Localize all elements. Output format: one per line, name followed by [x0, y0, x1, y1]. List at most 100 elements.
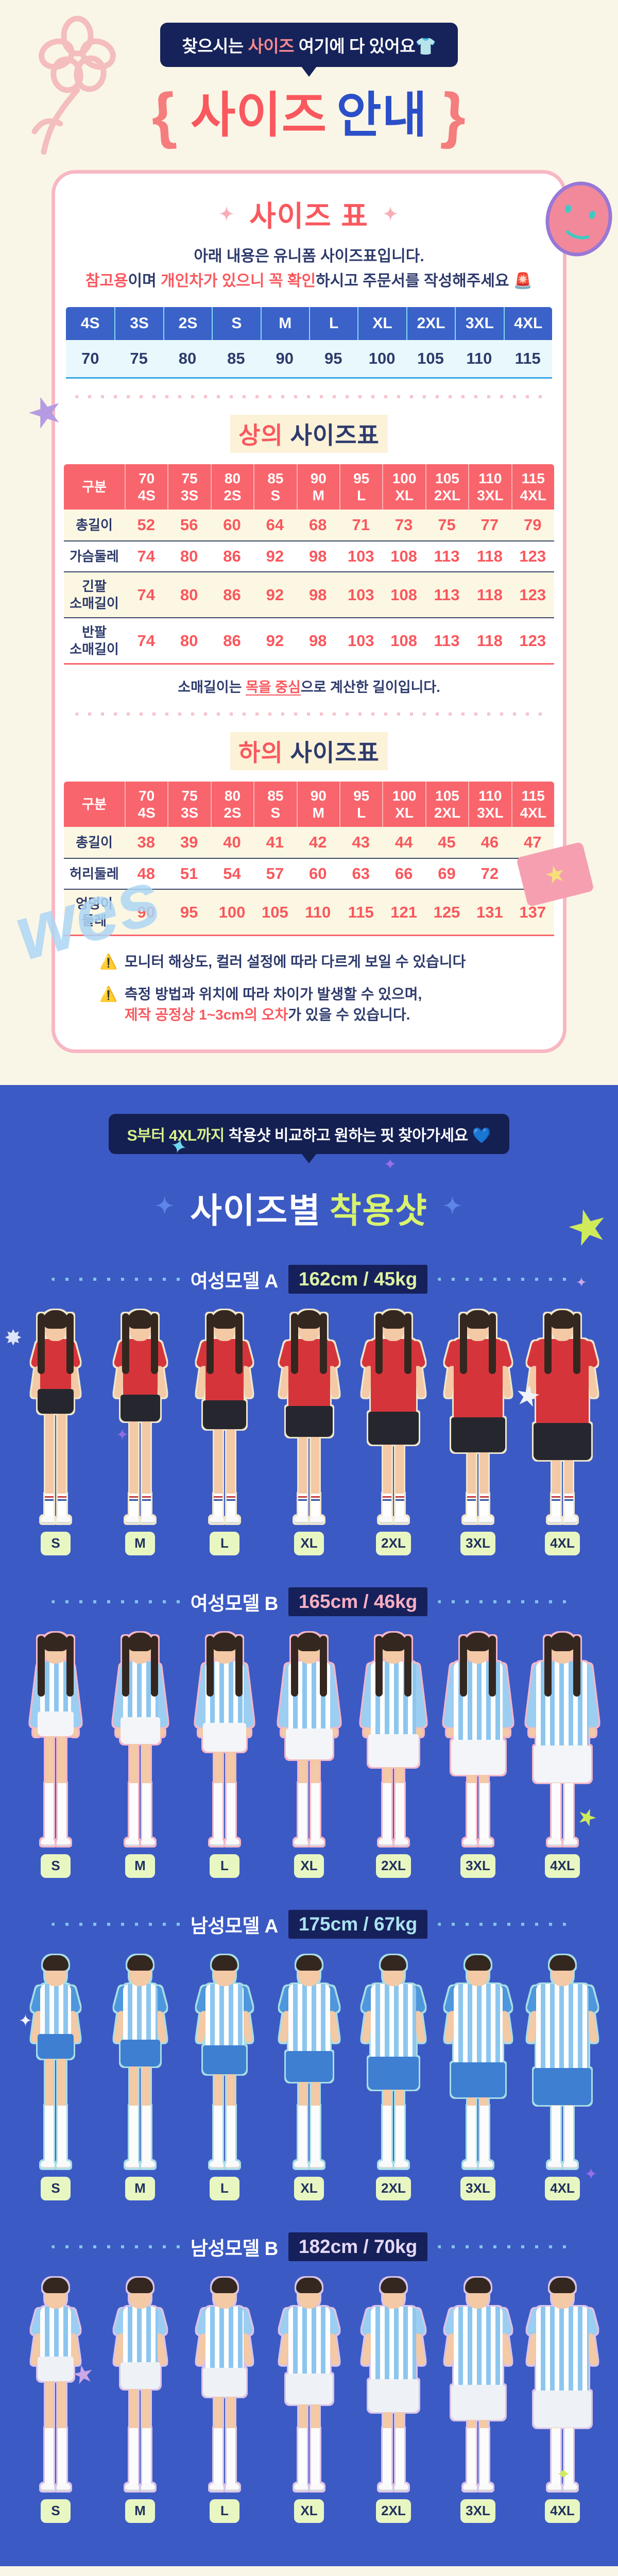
shoe-shape [57, 2160, 71, 2168]
fitting-shots-section: S부터 4XL까지 착용샷 비교하고 원하는 핏 찾아가세요 💙 ✦ 사이즈별착… [0, 1084, 618, 2566]
sock-shape [58, 2428, 66, 2485]
measurement-value: 41 [266, 833, 284, 852]
model-name: 여성모델 B [190, 1592, 279, 1614]
hair-shape [43, 1632, 68, 1651]
measurement-value: 113 [434, 547, 460, 566]
size-column-header: 70 4S [125, 464, 167, 510]
shoe-shape [226, 1838, 239, 1846]
warnings-block: ⚠️ 모니터 해상도, 컬러 설정에 따라 다르게 보일 수 있습니다 ⚠️ 측정 방… [99, 952, 563, 1026]
row-label: 총길이 [76, 834, 113, 850]
shorts-shape [368, 2056, 419, 2090]
size-column-header: 75 3S [167, 782, 210, 827]
chip-slot: M [101, 2176, 179, 2200]
header-size-number: 110 [478, 788, 502, 804]
measurement-value: 90 [137, 903, 155, 921]
model-person [17, 1630, 94, 1846]
measurement-value: 137 [519, 903, 546, 921]
model-photo [101, 2275, 179, 2491]
model-photo [270, 2275, 348, 2491]
sock-shape [396, 1783, 404, 1840]
sock-shape [45, 2428, 54, 2485]
sock-shape [58, 1783, 66, 1840]
measurement-value: 123 [519, 631, 546, 650]
chip-slot: M [101, 1854, 179, 1878]
warning-line: 측정 방법과 위치에 따라 차이가 발생할 수 있으며, [125, 984, 422, 1005]
sparkle-icon: ✦ [219, 205, 235, 225]
sock-shape [467, 2105, 476, 2162]
size-table-header-row: 구분 70 4S 75 3S 80 2S 85 S 90 M 95 L 100 XL 105 2XL 110 3XL… [64, 464, 554, 510]
header-size-label: S [270, 805, 281, 821]
model-photo [101, 1307, 179, 1523]
size-chip-4xl: 4XL [545, 2176, 580, 2200]
sock-shape [142, 1493, 151, 1517]
hair-shape [460, 1635, 467, 1697]
size-column-header: 110 3XL [468, 782, 511, 827]
dotted-line [438, 1922, 567, 1926]
jersey-shape [40, 1338, 71, 1392]
header-size-label: 2XL [434, 487, 461, 504]
measurement-row: 반팔 소매길이 74 80 86 92 98 103 108 113 118 123 [64, 617, 554, 664]
measurement-value: 131 [476, 903, 503, 921]
hair-shape [465, 1955, 491, 1971]
model-person [524, 1630, 601, 1846]
hair-shape [122, 1635, 129, 1697]
header-size-number: 105 [435, 470, 459, 486]
jersey-shape [536, 1984, 589, 2071]
chip-slot: 2XL [355, 2499, 432, 2523]
diamond-icon: ✦ [156, 1193, 175, 1218]
model-photo [270, 1307, 348, 1523]
header-size-label: L [357, 805, 366, 821]
sock-shape [214, 2428, 222, 2485]
size-chip-xl: XL [294, 1854, 324, 1878]
hair-shape [212, 2277, 237, 2293]
shoe-shape [479, 2160, 493, 2168]
chip-slot: S [17, 1854, 94, 1878]
fitting-shots-banner-text: S부터 4XL까지 착용샷 비교하고 원하는 핏 찾아가세요 💙 [127, 1127, 491, 1144]
shoe-shape [210, 2483, 224, 2491]
shorts-shape [534, 2067, 591, 2105]
table-corner-cell: 구분 [82, 479, 107, 495]
model-photo [101, 1952, 179, 2168]
warning-text: 모니터 해상도, 컬러 설정에 따라 다르게 보일 수 있습니다 [125, 952, 466, 973]
size-chip-2xl: 2XL [376, 1531, 411, 1555]
shoe-shape [379, 1515, 392, 1523]
model-person [101, 2275, 179, 2491]
text-segment: 여기에 다 있어요 [294, 37, 416, 56]
shoe-shape [463, 2483, 477, 2491]
jersey-shape [205, 1984, 244, 2048]
size-column-header: 3XL [455, 307, 503, 340]
measurement-value: 66 [394, 865, 413, 883]
measurement-value: 43 [352, 833, 370, 852]
leg-shape [142, 1417, 150, 1516]
hair-shape [66, 1313, 74, 1374]
chip-slot: S [17, 1531, 94, 1555]
measurement-value: 98 [309, 585, 327, 604]
model-photo [439, 2275, 517, 2491]
shoe-shape [463, 1838, 477, 1846]
measurement-value: 47 [524, 833, 542, 852]
shoe-shape [310, 1838, 324, 1846]
size-column-header: 100 XL [382, 782, 425, 827]
model-photos [0, 1307, 618, 1523]
fit-title-lime: 착용샷 [329, 1191, 428, 1230]
measurement-value: 42 [309, 833, 327, 852]
hair-shape [127, 1310, 153, 1329]
chip-slot: 2XL [355, 1854, 432, 1878]
header-size-number: 105 [435, 788, 459, 804]
measurement-value: 71 [352, 516, 370, 534]
measurement-row: 허리둘레48515457606366697275 [64, 858, 554, 889]
model-name: 남성모델 B [190, 2238, 279, 2259]
hair-shape [43, 1955, 68, 1971]
size-column-header: 75 3S [167, 464, 210, 510]
sparkle-icon: ✦ [383, 205, 399, 225]
shorts-shape [534, 1745, 591, 1783]
sock-shape [129, 2105, 138, 2162]
size-column-header: 90 M [296, 782, 339, 827]
model-person [524, 1307, 601, 1523]
shorts-shape [38, 1711, 74, 1736]
model-group: 남성모델 B 182cm / 70kg S M L XL 2XL 3XL 4XL [0, 2232, 618, 2523]
shorts-shape [285, 1728, 333, 1759]
arm-shape [587, 1726, 597, 1737]
text-segment: 사이즈 [248, 37, 295, 56]
size-column-header: 4XL [503, 307, 552, 340]
